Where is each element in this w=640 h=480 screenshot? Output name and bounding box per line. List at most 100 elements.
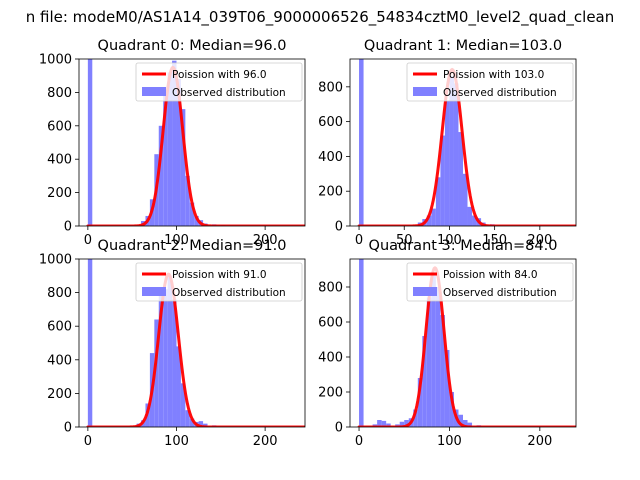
plot-area (86, 259, 305, 427)
legend-bar-swatch (142, 287, 166, 296)
histogram-bar (180, 109, 186, 226)
x-tick-label: 200 (253, 233, 278, 248)
x-tick-label: 100 (164, 434, 189, 449)
legend-label: Observed distribution (172, 287, 286, 299)
histogram-bar (198, 421, 204, 427)
legend-bar-swatch (142, 87, 166, 96)
x-tick-label: 200 (527, 434, 552, 449)
x-tick-label: 200 (527, 233, 552, 248)
y-tick-label: 200 (47, 387, 72, 402)
legend-label: Poission with 96.0 (172, 69, 267, 81)
histogram-bar (189, 418, 195, 427)
subplot-0: 0 100 200 0 200 400 600 800 1000 Quadrant 0: Medi… (39, 38, 306, 248)
histogram-bar (399, 421, 405, 427)
histogram-bar (449, 392, 454, 427)
histogram-bar (381, 420, 387, 427)
histogram-bar (458, 132, 463, 226)
y-tick-label: 800 (318, 80, 343, 95)
legend-label: Observed distribution (172, 87, 286, 99)
subplot-title: Quadrant 3: Median=84.0 (369, 238, 558, 254)
x-tick-label: 50 (396, 233, 413, 248)
x-tick-label: 200 (253, 434, 278, 449)
histogram-bar (435, 287, 441, 427)
poisson-fit-line (86, 272, 305, 427)
histogram-bar (176, 79, 181, 226)
y-tick-label: 1000 (39, 253, 72, 268)
y-tick-label: 400 (47, 353, 72, 368)
x-tick-label: 0 (84, 233, 92, 248)
y-tick-label: 200 (318, 185, 343, 200)
subplot-1: 0 50 100 150 200 0 200 400 600 800 Quadrant 1: Med… (318, 38, 577, 248)
histogram-bar (463, 173, 468, 226)
legend: Poission with 103.0 Observed distribution (406, 62, 574, 102)
histogram-bar (422, 336, 427, 427)
y-tick-label: 600 (47, 119, 72, 134)
y-tick-label: 400 (318, 150, 343, 165)
x-tick-label: 0 (355, 233, 363, 248)
legend-box (135, 262, 303, 302)
legend-box (135, 62, 303, 102)
poisson-fit-line (357, 67, 576, 226)
y-tick-label: 0 (64, 421, 72, 436)
x-tick-label: 100 (164, 233, 189, 248)
subplot-title: Quadrant 1: Median=103.0 (364, 38, 562, 54)
histogram-bar (158, 125, 164, 226)
legend-label: Poission with 91.0 (172, 269, 267, 281)
legend: Poission with 91.0 Observed distribution (135, 262, 303, 302)
histogram-bar (444, 100, 450, 226)
legend-label: Observed distribution (443, 87, 557, 99)
histogram-bar (404, 420, 409, 427)
histogram-bar (377, 420, 382, 427)
axes-frame (349, 258, 577, 428)
histogram-bar (444, 350, 450, 427)
histogram-bar (453, 83, 459, 226)
histogram-bar (163, 289, 168, 427)
histogram-bar (185, 175, 190, 226)
histogram-bar (417, 378, 423, 427)
histogram-bar (203, 423, 208, 427)
histogram-bar (458, 414, 463, 427)
legend-box (406, 62, 574, 102)
histogram-bar (87, 59, 93, 226)
y-tick-label: 800 (318, 281, 343, 296)
histogram-bar (435, 177, 441, 226)
x-tick-label: 150 (482, 233, 507, 248)
subplot-title: Quadrant 0: Median=96.0 (98, 38, 287, 54)
x-tick-label: 0 (355, 434, 363, 449)
histogram-bar (194, 215, 199, 226)
subplot-title: Quadrant 2: Median=91.0 (98, 238, 287, 254)
histogram-bar (440, 135, 445, 226)
subplot-2: 0 100 200 0 200 400 600 800 1000 Quadrant 2: Medi… (39, 238, 306, 449)
axes-frame (78, 258, 306, 428)
y-tick-label: 1000 (39, 53, 72, 68)
histogram-bar (467, 206, 473, 226)
histogram-bar (467, 422, 473, 427)
figure-suptitle: n file: modeM0/AS1A14_039T06_9000006526_… (26, 8, 615, 27)
legend-label: Observed distribution (443, 287, 557, 299)
histogram-bar (431, 273, 436, 427)
histogram-bar (426, 297, 432, 427)
legend: Poission with 84.0 Observed distribution (406, 262, 574, 302)
y-tick-label: 0 (335, 220, 343, 235)
histogram-bar (449, 76, 454, 226)
x-tick-label: 100 (437, 434, 462, 449)
legend-bar-swatch (413, 287, 437, 296)
histogram-bar (463, 420, 468, 427)
histogram-bar (176, 346, 181, 427)
y-tick-label: 600 (318, 115, 343, 130)
y-tick-label: 0 (64, 220, 72, 235)
poisson-fit-line (86, 65, 305, 226)
legend-label: Poission with 84.0 (443, 269, 538, 281)
histogram-bar (154, 319, 159, 427)
plot-area (357, 59, 576, 226)
y-tick-label: 200 (318, 386, 343, 401)
histogram-bar (185, 410, 190, 427)
axes-frame (349, 58, 577, 227)
histogram-bar (472, 215, 477, 226)
x-tick-label: 0 (84, 434, 92, 449)
histogram-bar (87, 259, 93, 427)
legend-label: Poission with 103.0 (443, 69, 544, 81)
subplot-3: 0 100 200 0 200 400 600 800 Quadrant 3: Median=8… (318, 238, 577, 449)
histogram-bar (386, 423, 391, 427)
